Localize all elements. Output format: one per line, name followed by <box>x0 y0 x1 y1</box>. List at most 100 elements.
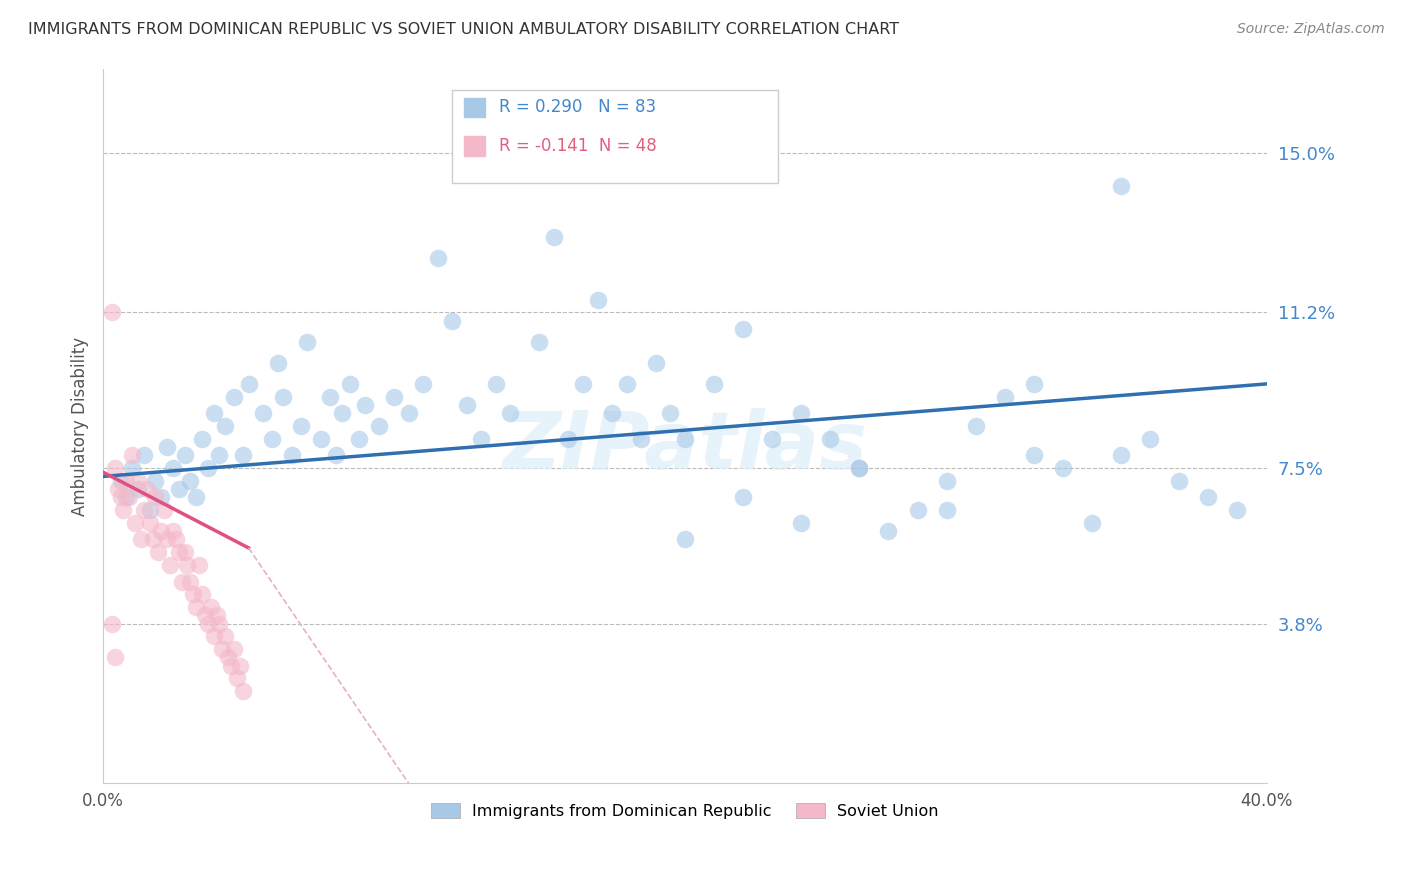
Point <box>153 503 176 517</box>
Point <box>572 376 595 391</box>
Point <box>673 533 696 547</box>
Point <box>330 406 353 420</box>
Point <box>426 251 449 265</box>
Point <box>214 629 236 643</box>
Point <box>252 406 274 420</box>
Point <box>127 474 149 488</box>
Point <box>132 503 155 517</box>
Point <box>142 533 165 547</box>
Point <box>110 474 132 488</box>
Point <box>167 482 190 496</box>
Point <box>127 482 149 496</box>
Point <box>1226 503 1249 517</box>
Point <box>118 491 141 505</box>
Point <box>222 641 245 656</box>
Point <box>219 658 242 673</box>
Point <box>115 491 138 505</box>
Point <box>145 474 167 488</box>
Point <box>208 616 231 631</box>
Point <box>208 449 231 463</box>
Point <box>148 545 170 559</box>
Point <box>217 650 239 665</box>
Point <box>790 406 813 420</box>
Point <box>202 406 225 420</box>
Point <box>167 545 190 559</box>
Point <box>273 390 295 404</box>
Point <box>586 293 609 307</box>
Point <box>731 322 754 336</box>
Point <box>1197 491 1219 505</box>
Text: R = 0.290   N = 83: R = 0.290 N = 83 <box>499 98 655 117</box>
Point <box>319 390 342 404</box>
Point <box>222 390 245 404</box>
Point <box>281 449 304 463</box>
Point <box>191 432 214 446</box>
Point <box>731 491 754 505</box>
Point <box>499 406 522 420</box>
Point <box>173 545 195 559</box>
Point <box>848 461 870 475</box>
Point <box>191 587 214 601</box>
Point <box>150 491 173 505</box>
Point <box>145 491 167 505</box>
Point <box>104 650 127 665</box>
Point <box>176 558 198 572</box>
Point <box>260 432 283 446</box>
Point <box>848 461 870 475</box>
Point <box>101 616 124 631</box>
Point <box>543 229 565 244</box>
Point <box>600 406 623 420</box>
Point <box>138 503 160 517</box>
Point <box>412 376 434 391</box>
Point <box>104 461 127 475</box>
Point <box>124 516 146 530</box>
Point <box>644 356 666 370</box>
Point <box>129 533 152 547</box>
Point <box>194 608 217 623</box>
Point <box>935 474 957 488</box>
Point <box>135 482 157 496</box>
Point <box>188 558 211 572</box>
Point <box>994 390 1017 404</box>
Legend: Immigrants from Dominican Republic, Soviet Union: Immigrants from Dominican Republic, Sovi… <box>425 797 945 825</box>
Point <box>703 376 725 391</box>
Point <box>202 629 225 643</box>
Point <box>616 376 638 391</box>
Point <box>181 587 204 601</box>
Point <box>238 376 260 391</box>
Point <box>186 491 208 505</box>
Point <box>820 432 842 446</box>
Point <box>630 432 652 446</box>
Point <box>179 574 201 589</box>
FancyBboxPatch shape <box>453 90 778 183</box>
Point <box>156 533 179 547</box>
Point <box>132 449 155 463</box>
Point <box>1168 474 1191 488</box>
Point <box>232 449 254 463</box>
Text: IMMIGRANTS FROM DOMINICAN REPUBLIC VS SOVIET UNION AMBULATORY DISABILITY CORRELA: IMMIGRANTS FROM DOMINICAN REPUBLIC VS SO… <box>28 22 900 37</box>
FancyBboxPatch shape <box>464 98 485 117</box>
Point <box>325 449 347 463</box>
Text: R = -0.141  N = 48: R = -0.141 N = 48 <box>499 137 657 155</box>
Point <box>441 314 464 328</box>
Point <box>309 432 332 446</box>
Point <box>382 390 405 404</box>
Point <box>1109 449 1132 463</box>
Point <box>232 684 254 698</box>
Point <box>907 503 929 517</box>
Point <box>226 671 249 685</box>
Point <box>470 432 492 446</box>
Point <box>150 524 173 538</box>
Text: Source: ZipAtlas.com: Source: ZipAtlas.com <box>1237 22 1385 37</box>
Point <box>200 599 222 614</box>
Point <box>121 461 143 475</box>
Point <box>162 524 184 538</box>
Point <box>229 658 252 673</box>
Point <box>112 503 135 517</box>
Point <box>138 516 160 530</box>
Point <box>1022 449 1045 463</box>
Point <box>485 376 508 391</box>
FancyBboxPatch shape <box>464 136 485 156</box>
Point <box>557 432 579 446</box>
Point <box>1109 179 1132 194</box>
